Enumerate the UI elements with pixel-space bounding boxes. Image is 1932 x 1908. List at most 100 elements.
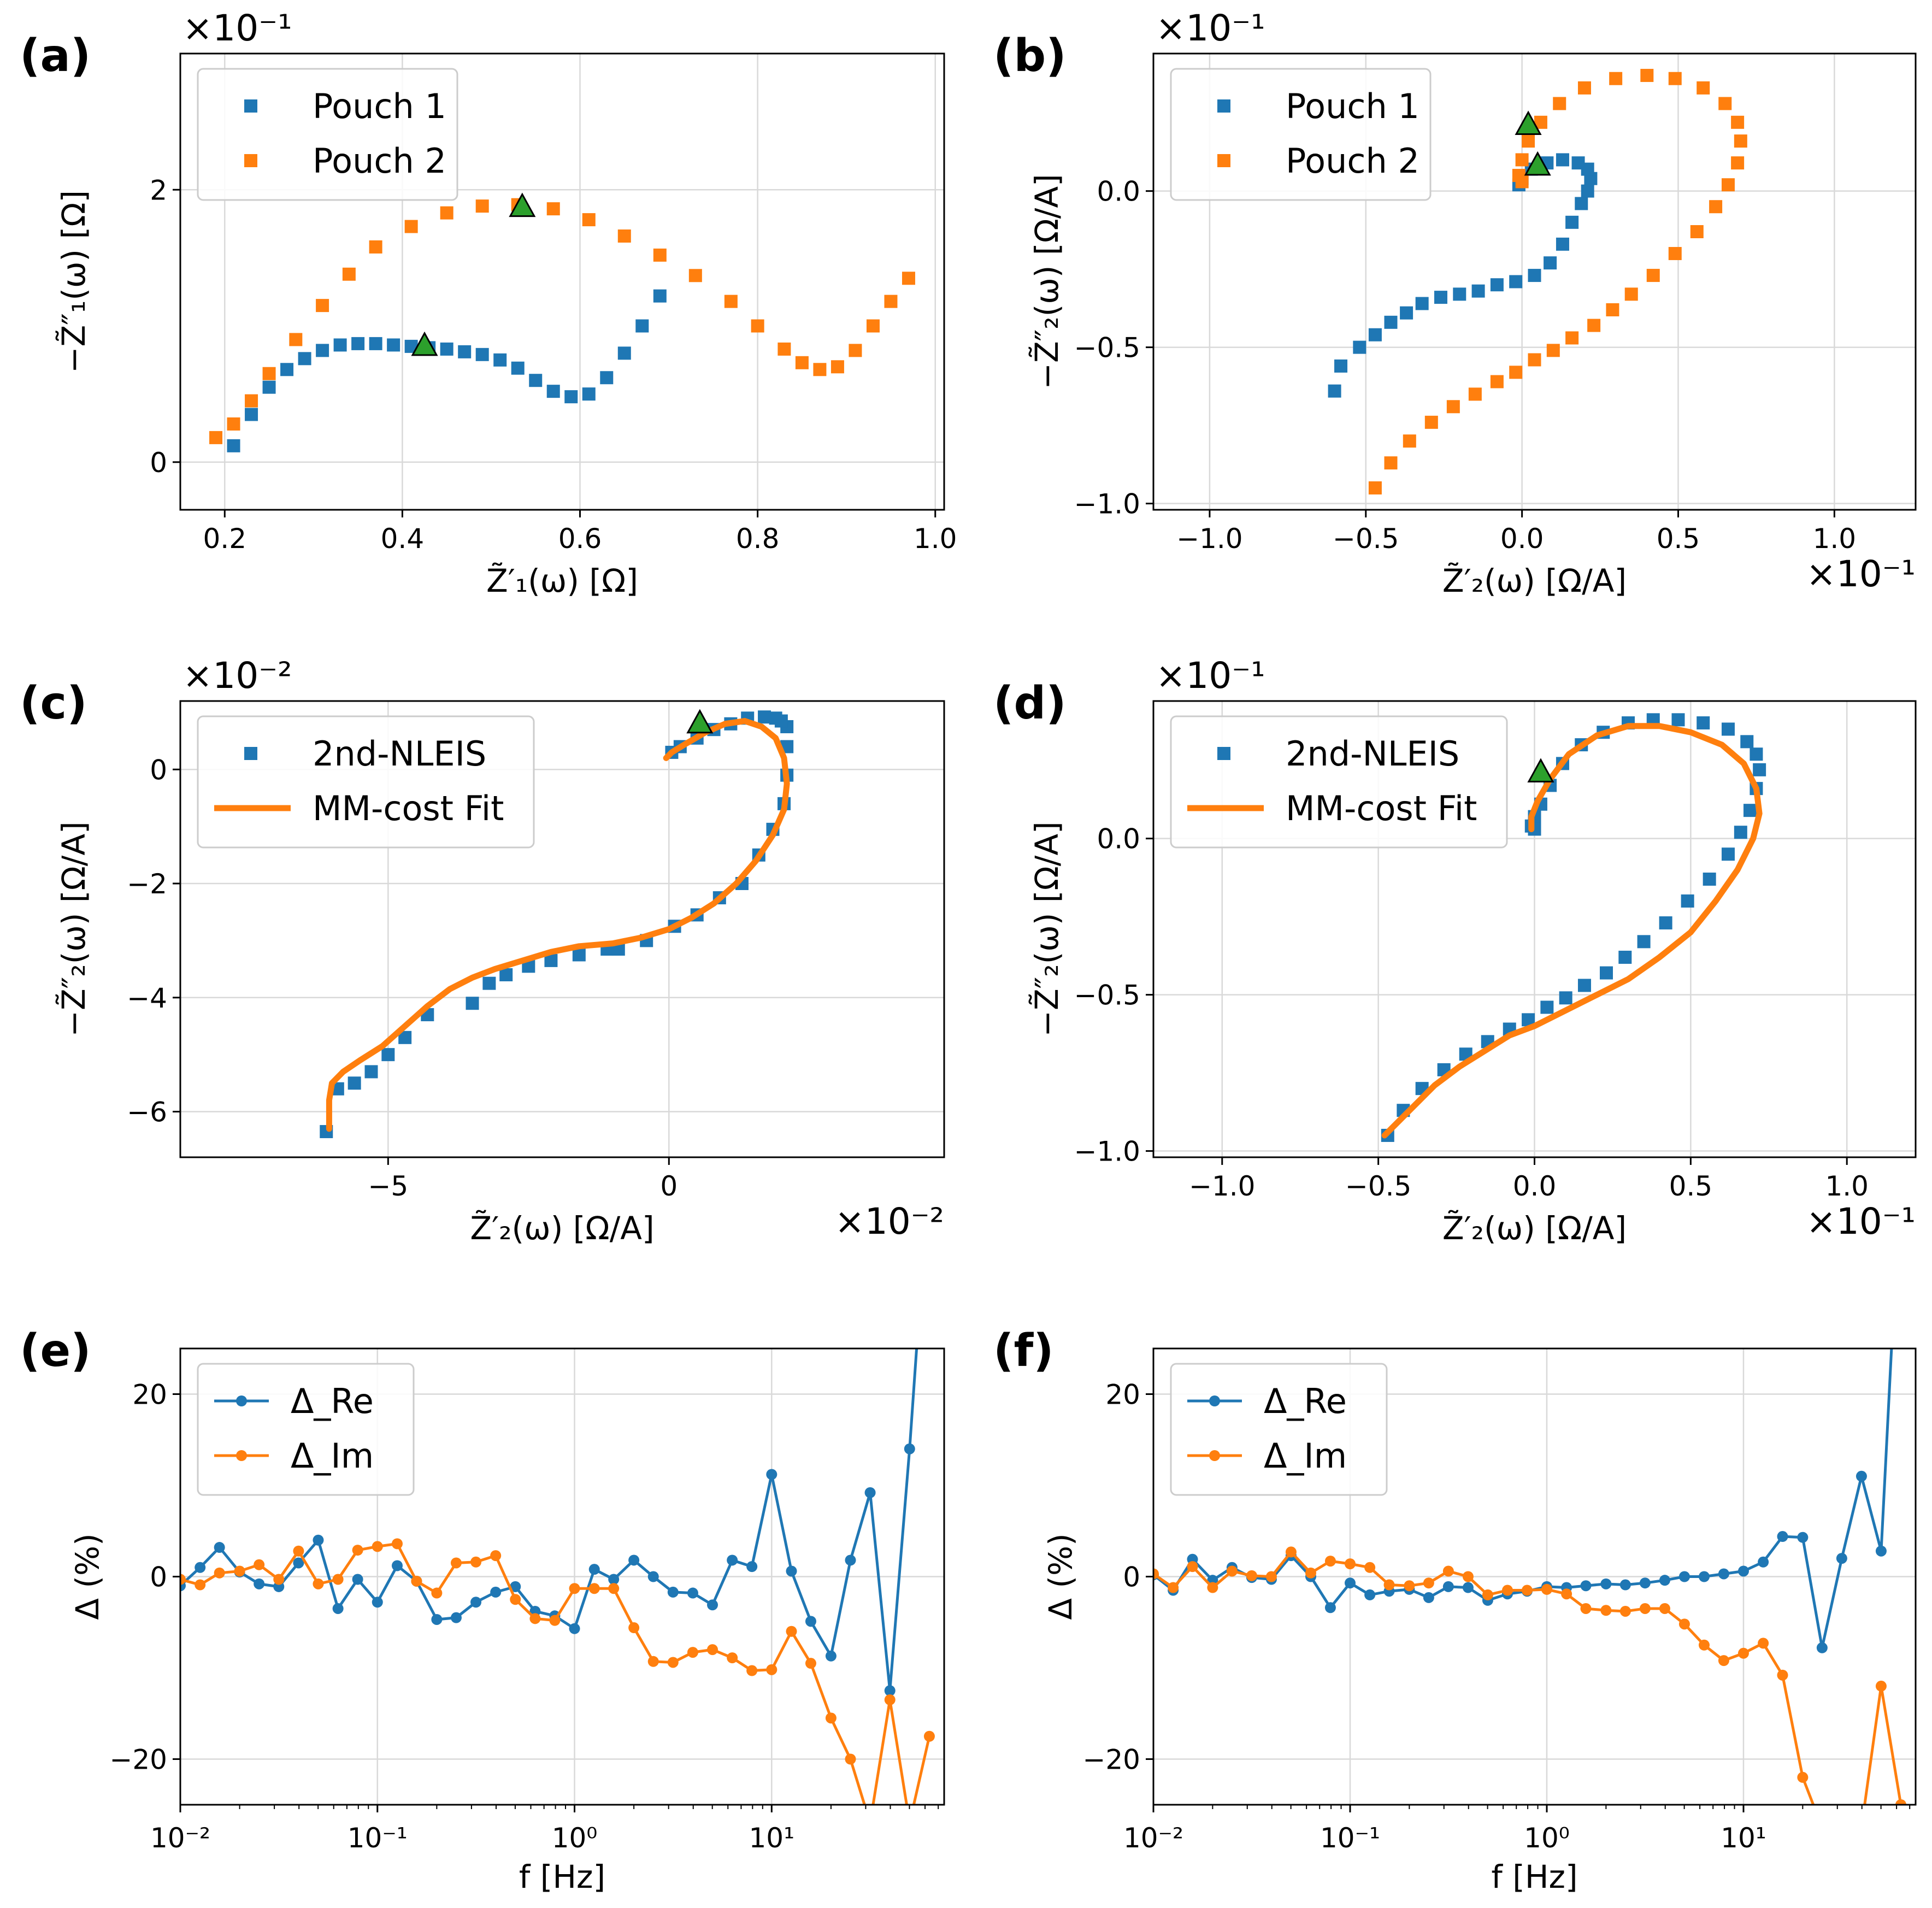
data-point-square — [1618, 950, 1632, 964]
data-point-circle — [766, 1469, 777, 1480]
data-point-circle — [1698, 1639, 1710, 1651]
data-point-square — [404, 220, 418, 233]
legend-label: Δ_Im — [1264, 1436, 1347, 1476]
legend-label: 2nd-NLEIS — [313, 734, 486, 774]
data-point-square — [813, 363, 827, 376]
x-axis-label: f [Hz] — [519, 1858, 605, 1895]
data-point-square — [227, 439, 240, 452]
data-point-circle — [845, 1753, 856, 1765]
data-point-square — [1659, 916, 1672, 930]
data-point-square — [1446, 400, 1460, 414]
data-point-square — [1637, 935, 1651, 949]
y-tick-label: −20 — [1082, 1744, 1140, 1776]
data-point-circle — [1580, 1603, 1592, 1614]
data-point-circle — [825, 1650, 837, 1662]
data-point-square — [1509, 275, 1523, 288]
y-tick-label: −1.0 — [1074, 1136, 1140, 1168]
data-point-square — [1565, 215, 1579, 229]
data-point-square — [546, 202, 560, 216]
data-point-square — [1528, 269, 1541, 282]
data-point-circle — [1797, 1532, 1809, 1543]
panel-a: 0.2 0.4 0.6 0.8 1.0 0 2 Z̃′₁(ω) [Ω] −Z̃″₁(ω) [Ω]… — [20, 7, 957, 599]
data-point-square — [902, 272, 915, 285]
data-point-square — [1490, 375, 1504, 388]
data-point-circle — [628, 1622, 640, 1634]
data-point-square — [617, 346, 631, 360]
data-point-square — [1668, 247, 1682, 261]
legend-marker — [236, 1450, 247, 1461]
data-point-square — [1553, 97, 1566, 110]
panel-label: (c) — [20, 678, 87, 729]
data-point-square — [866, 319, 880, 333]
data-point-square — [369, 240, 382, 254]
legend — [197, 715, 535, 849]
x-tick-label: 0.5 — [1657, 523, 1700, 555]
data-point-circle — [293, 1557, 304, 1569]
data-point-square — [440, 342, 453, 356]
data-point-square — [849, 344, 862, 357]
data-point-circle — [1285, 1546, 1297, 1558]
data-point-circle — [766, 1664, 777, 1675]
fit-line — [1381, 723, 1763, 1139]
data-point-square — [1565, 331, 1579, 345]
data-point-circle — [1561, 1588, 1572, 1600]
data-point-circle — [707, 1599, 718, 1611]
legend-marker — [1209, 1450, 1220, 1461]
data-point-circle — [529, 1613, 541, 1624]
data-point-circle — [786, 1626, 797, 1637]
data-point-square — [466, 997, 479, 1010]
legend-label: Pouch 2 — [1286, 141, 1419, 181]
data-point-circle — [490, 1550, 502, 1562]
data-point-square — [458, 345, 472, 358]
data-point-square — [546, 385, 560, 398]
data-point-circle — [727, 1554, 738, 1566]
data-point-circle — [628, 1554, 640, 1566]
data-point-circle — [1364, 1562, 1376, 1573]
panel-e: 10⁻² 10⁻¹ 10⁰ 10¹ −20 0 20 f [Hz] Δ (%) (e) Δ_Re Δ_… — [20, 1325, 945, 1895]
data-point-square — [1646, 269, 1660, 282]
legend-marker — [244, 99, 257, 113]
legend-marker — [1217, 747, 1230, 760]
plot-area — [209, 192, 915, 452]
data-point-square — [1328, 384, 1341, 398]
data-point-circle — [667, 1586, 679, 1598]
data-point-square — [795, 356, 809, 369]
panel-f: 10⁻² 10⁻¹ 10⁰ 10¹ −20 0 20 f [Hz] Δ (%) (f) Δ_Re Δ_… — [993, 1325, 1917, 1895]
y-tick-label: 0.0 — [1097, 823, 1140, 855]
data-point-circle — [1404, 1580, 1415, 1592]
data-point-circle — [372, 1541, 383, 1552]
x-tick-label: −1.0 — [1176, 523, 1242, 555]
data-point-circle — [746, 1561, 758, 1573]
plot-area — [1153, 1348, 1906, 1833]
data-point-square — [1424, 415, 1438, 429]
x-axis-label: Z̃′₁(ω) [Ω] — [486, 562, 638, 599]
data-point-square — [1697, 81, 1710, 95]
data-point-square — [758, 710, 771, 724]
data-point-square — [387, 338, 400, 352]
data-point-circle — [1344, 1558, 1356, 1570]
data-point-circle — [569, 1583, 580, 1594]
data-point-circle — [1324, 1556, 1336, 1567]
data-point-circle — [1875, 1545, 1887, 1557]
x-tick-label: 0.4 — [381, 523, 425, 555]
data-point-square — [1731, 156, 1745, 170]
data-point-square — [369, 337, 382, 350]
data-point-circle — [1836, 1822, 1847, 1833]
data-point-square — [1681, 894, 1694, 908]
y-axis-label: −Z̃″₁(ω) [Ω] — [55, 190, 92, 373]
data-point-square — [1546, 344, 1560, 357]
x-tick-label: 0.8 — [736, 523, 780, 555]
data-point-circle — [313, 1578, 324, 1589]
data-point-circle — [727, 1652, 738, 1664]
data-point-square — [1640, 69, 1654, 83]
data-point-square — [884, 295, 898, 308]
data-point-circle — [569, 1623, 580, 1634]
data-point-circle — [1777, 1531, 1788, 1542]
data-point-circle — [687, 1647, 698, 1658]
y-offset-multiplier: ×10⁻² — [182, 655, 292, 697]
data-point-circle — [1758, 1638, 1769, 1649]
data-point-circle — [1153, 1568, 1159, 1580]
x-tick-label: 0 — [660, 1170, 678, 1202]
legend-label: Δ_Re — [291, 1381, 374, 1421]
marker-triangle — [686, 709, 714, 734]
